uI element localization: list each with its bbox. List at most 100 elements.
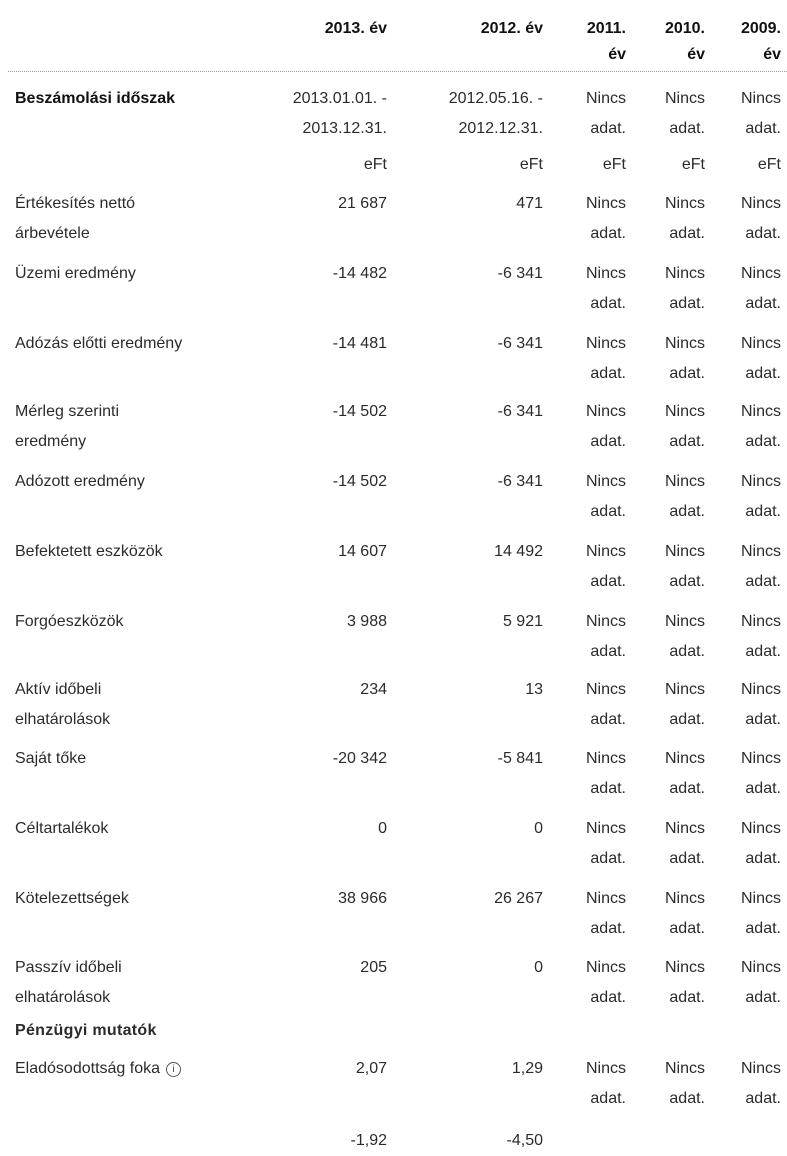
no-data-text: adat.	[669, 295, 705, 312]
no-data-text: adat.	[590, 920, 626, 937]
no-data-text: Nincs	[585, 335, 626, 352]
row-value: 13	[525, 681, 543, 698]
row-value: 14 492	[494, 543, 543, 560]
no-data-text: Nincs	[664, 335, 705, 352]
no-data-text: Nincs	[740, 613, 781, 630]
row-label: Kötelezettségek	[15, 890, 129, 907]
row-value: -14 502	[332, 473, 387, 490]
no-data-text: Nincs	[585, 1060, 626, 1077]
no-data-text: adat.	[745, 433, 781, 450]
no-data-text: adat.	[745, 850, 781, 867]
no-data-text: Nincs	[664, 403, 705, 420]
no-data-text: Nincs	[585, 265, 626, 282]
row-value: 234	[360, 681, 387, 698]
no-data-text: Nincs	[740, 890, 781, 907]
info-icon[interactable]: i	[166, 1062, 181, 1077]
no-data-text: adat.	[669, 1090, 705, 1107]
row-value: 471	[516, 195, 543, 212]
no-data-text: Nincs	[585, 959, 626, 976]
indicator-label: Eladósodottság foka	[15, 1060, 160, 1077]
row-label: Aktív időbeli	[15, 681, 102, 698]
row-label: Forgóeszközök	[15, 613, 124, 630]
period-end: adat.	[745, 120, 781, 137]
row-label: Értékesítés nettó	[15, 195, 136, 212]
unit-label: eFt	[363, 156, 387, 173]
indicator-row-label: Eladósodottság foka i	[15, 1056, 181, 1082]
no-data-text: adat.	[745, 295, 781, 312]
column-header-year: 2012. év	[480, 20, 543, 37]
no-data-text: Nincs	[664, 543, 705, 560]
no-data-text: adat.	[669, 711, 705, 728]
no-data-text: adat.	[590, 1090, 626, 1107]
row-value: -14 481	[332, 335, 387, 352]
no-data-text: adat.	[745, 1090, 781, 1107]
column-header-year: 2013. év	[324, 20, 387, 37]
no-data-text: adat.	[745, 503, 781, 520]
no-data-text: adat.	[669, 573, 705, 590]
row-value: 5 921	[502, 613, 543, 630]
section-title: Pénzügyi mutatók	[15, 1022, 157, 1039]
no-data-text: Nincs	[740, 195, 781, 212]
no-data-text: adat.	[669, 225, 705, 242]
period-start: Nincs	[585, 90, 626, 107]
row-label: Adózott eredmény	[15, 473, 145, 490]
row-label: Adózás előtti eredmény	[15, 335, 183, 352]
no-data-text: Nincs	[585, 890, 626, 907]
period-label: Beszámolási időszak	[15, 90, 176, 107]
no-data-text: Nincs	[664, 959, 705, 976]
period-start: Nincs	[740, 90, 781, 107]
column-header-year: 2011.	[586, 20, 626, 37]
no-data-text: Nincs	[664, 820, 705, 837]
no-data-text: Nincs	[664, 613, 705, 630]
row-value: -5 841	[497, 750, 543, 767]
row-label: Mérleg szerinti	[15, 403, 120, 420]
no-data-text: adat.	[669, 850, 705, 867]
no-data-text: adat.	[745, 365, 781, 382]
period-end: 2012.12.31.	[458, 120, 543, 137]
row-value: 0	[534, 820, 543, 837]
row-value: 38 966	[338, 890, 387, 907]
indicator-value: 1,29	[511, 1060, 543, 1077]
column-header-year: 2009.	[740, 20, 781, 37]
period-start: 2013.01.01. -	[292, 90, 387, 107]
no-data-text: adat.	[590, 850, 626, 867]
row-label: Befektetett eszközök	[15, 543, 163, 560]
row-value: 0	[378, 820, 387, 837]
row-label: Céltartalékok	[15, 820, 109, 837]
no-data-text: Nincs	[740, 750, 781, 767]
no-data-text: adat.	[669, 643, 705, 660]
row-value: -6 341	[497, 265, 543, 282]
indicator-value: -1,92	[350, 1132, 387, 1149]
no-data-text: Nincs	[740, 335, 781, 352]
unit-label: eFt	[519, 156, 543, 173]
no-data-text: Nincs	[664, 750, 705, 767]
no-data-text: Nincs	[740, 473, 781, 490]
period-start: 2012.05.16. -	[448, 90, 543, 107]
row-label: elhatárolások	[15, 711, 111, 728]
no-data-text: adat.	[745, 225, 781, 242]
no-data-text: Nincs	[740, 543, 781, 560]
period-end: adat.	[590, 120, 626, 137]
no-data-text: adat.	[590, 503, 626, 520]
row-label: Passzív időbeli	[15, 959, 122, 976]
row-value: -14 502	[332, 403, 387, 420]
row-value: 3 988	[346, 613, 387, 630]
no-data-text: adat.	[590, 365, 626, 382]
row-value: -14 482	[332, 265, 387, 282]
no-data-text: adat.	[669, 503, 705, 520]
no-data-text: Nincs	[664, 473, 705, 490]
no-data-text: adat.	[590, 989, 626, 1006]
row-value: -6 341	[497, 473, 543, 490]
no-data-text: Nincs	[585, 613, 626, 630]
column-header-year: 2010.	[664, 20, 705, 37]
no-data-text: adat.	[590, 780, 626, 797]
no-data-text: adat.	[745, 780, 781, 797]
row-value: 21 687	[338, 195, 387, 212]
no-data-text: adat.	[669, 780, 705, 797]
indicator-value: 2,07	[355, 1060, 387, 1077]
no-data-text: adat.	[745, 920, 781, 937]
no-data-text: Nincs	[740, 403, 781, 420]
unit-label: eFt	[757, 156, 781, 173]
row-value: 14 607	[338, 543, 387, 560]
